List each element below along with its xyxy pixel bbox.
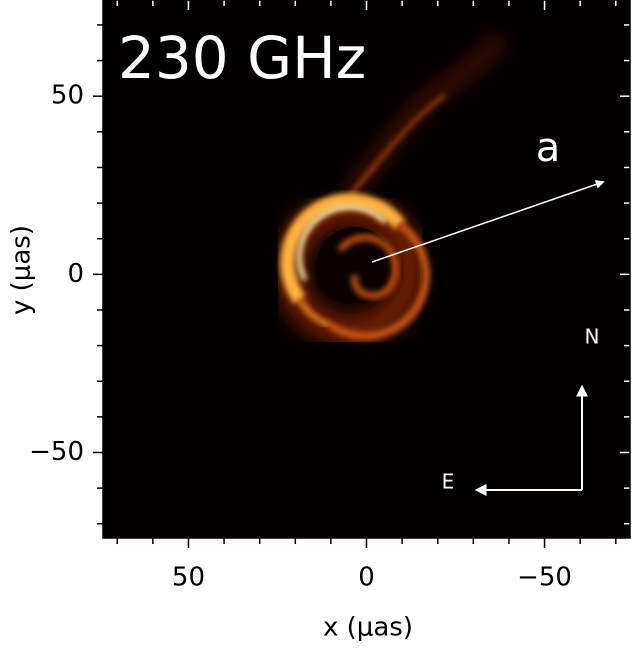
y-tick-label: 0 xyxy=(67,259,84,289)
x-tick-label: 0 xyxy=(358,563,375,593)
y-tick-label: 50 xyxy=(51,81,84,111)
east-label: E xyxy=(442,470,455,494)
x-tick-label: 50 xyxy=(172,563,205,593)
y-axis-label: y (μas) xyxy=(7,225,37,315)
chart: 230 GHz a N E x (μas) y (μas) 50 0 −50 50 0 −… xyxy=(0,0,632,645)
y-tick-label: −50 xyxy=(29,437,84,467)
chart-title: 230 GHz xyxy=(118,24,366,92)
north-label: N xyxy=(585,325,600,349)
x-tick-label: −50 xyxy=(517,563,572,593)
spin-label: a xyxy=(536,125,561,171)
x-axis-label: x (μas) xyxy=(323,613,413,643)
